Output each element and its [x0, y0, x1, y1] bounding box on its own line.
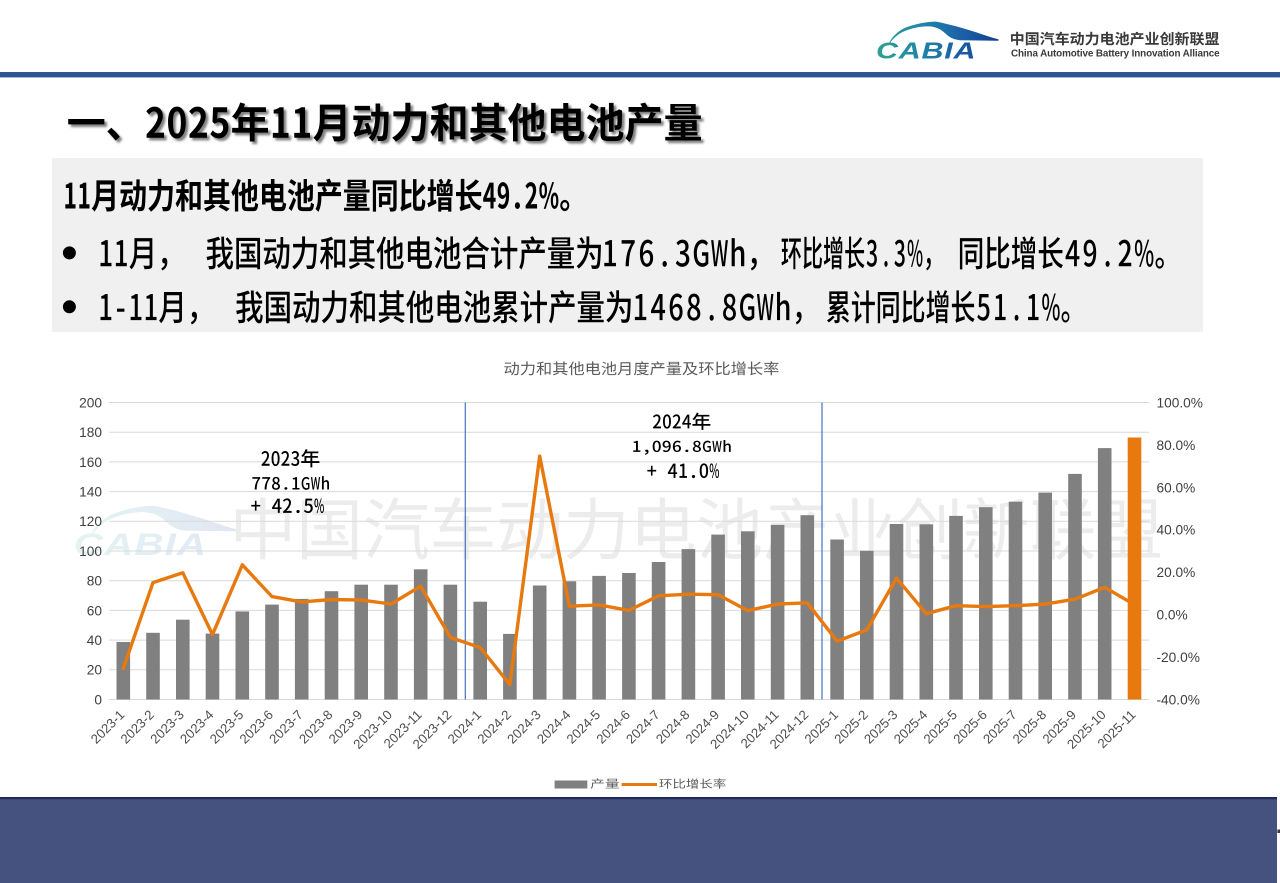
svg-text:-40.0%: -40.0%: [1157, 692, 1200, 707]
svg-text:60: 60: [87, 603, 103, 618]
svg-text:0: 0: [94, 692, 102, 707]
svg-text:180: 180: [79, 425, 102, 440]
svg-text:140: 140: [79, 485, 102, 500]
svg-text:-20.0%: -20.0%: [1157, 650, 1200, 665]
svg-text:80.0%: 80.0%: [1157, 438, 1196, 453]
svg-text:20.0%: 20.0%: [1157, 565, 1196, 580]
svg-text:100: 100: [79, 544, 102, 559]
svg-text:200: 200: [79, 395, 102, 410]
svg-text:120: 120: [79, 514, 102, 529]
svg-text:60.0%: 60.0%: [1157, 480, 1196, 495]
svg-text:160: 160: [79, 455, 102, 470]
svg-text:40: 40: [87, 633, 103, 648]
svg-text:0.0%: 0.0%: [1157, 608, 1188, 623]
svg-text:China Automotive Battery Innov: China Automotive Battery Innovation Alli…: [1011, 48, 1220, 59]
svg-text:20: 20: [87, 663, 103, 678]
svg-text:100.0%: 100.0%: [1157, 395, 1203, 410]
svg-text:40.0%: 40.0%: [1157, 523, 1196, 538]
svg-text:80: 80: [87, 574, 103, 589]
